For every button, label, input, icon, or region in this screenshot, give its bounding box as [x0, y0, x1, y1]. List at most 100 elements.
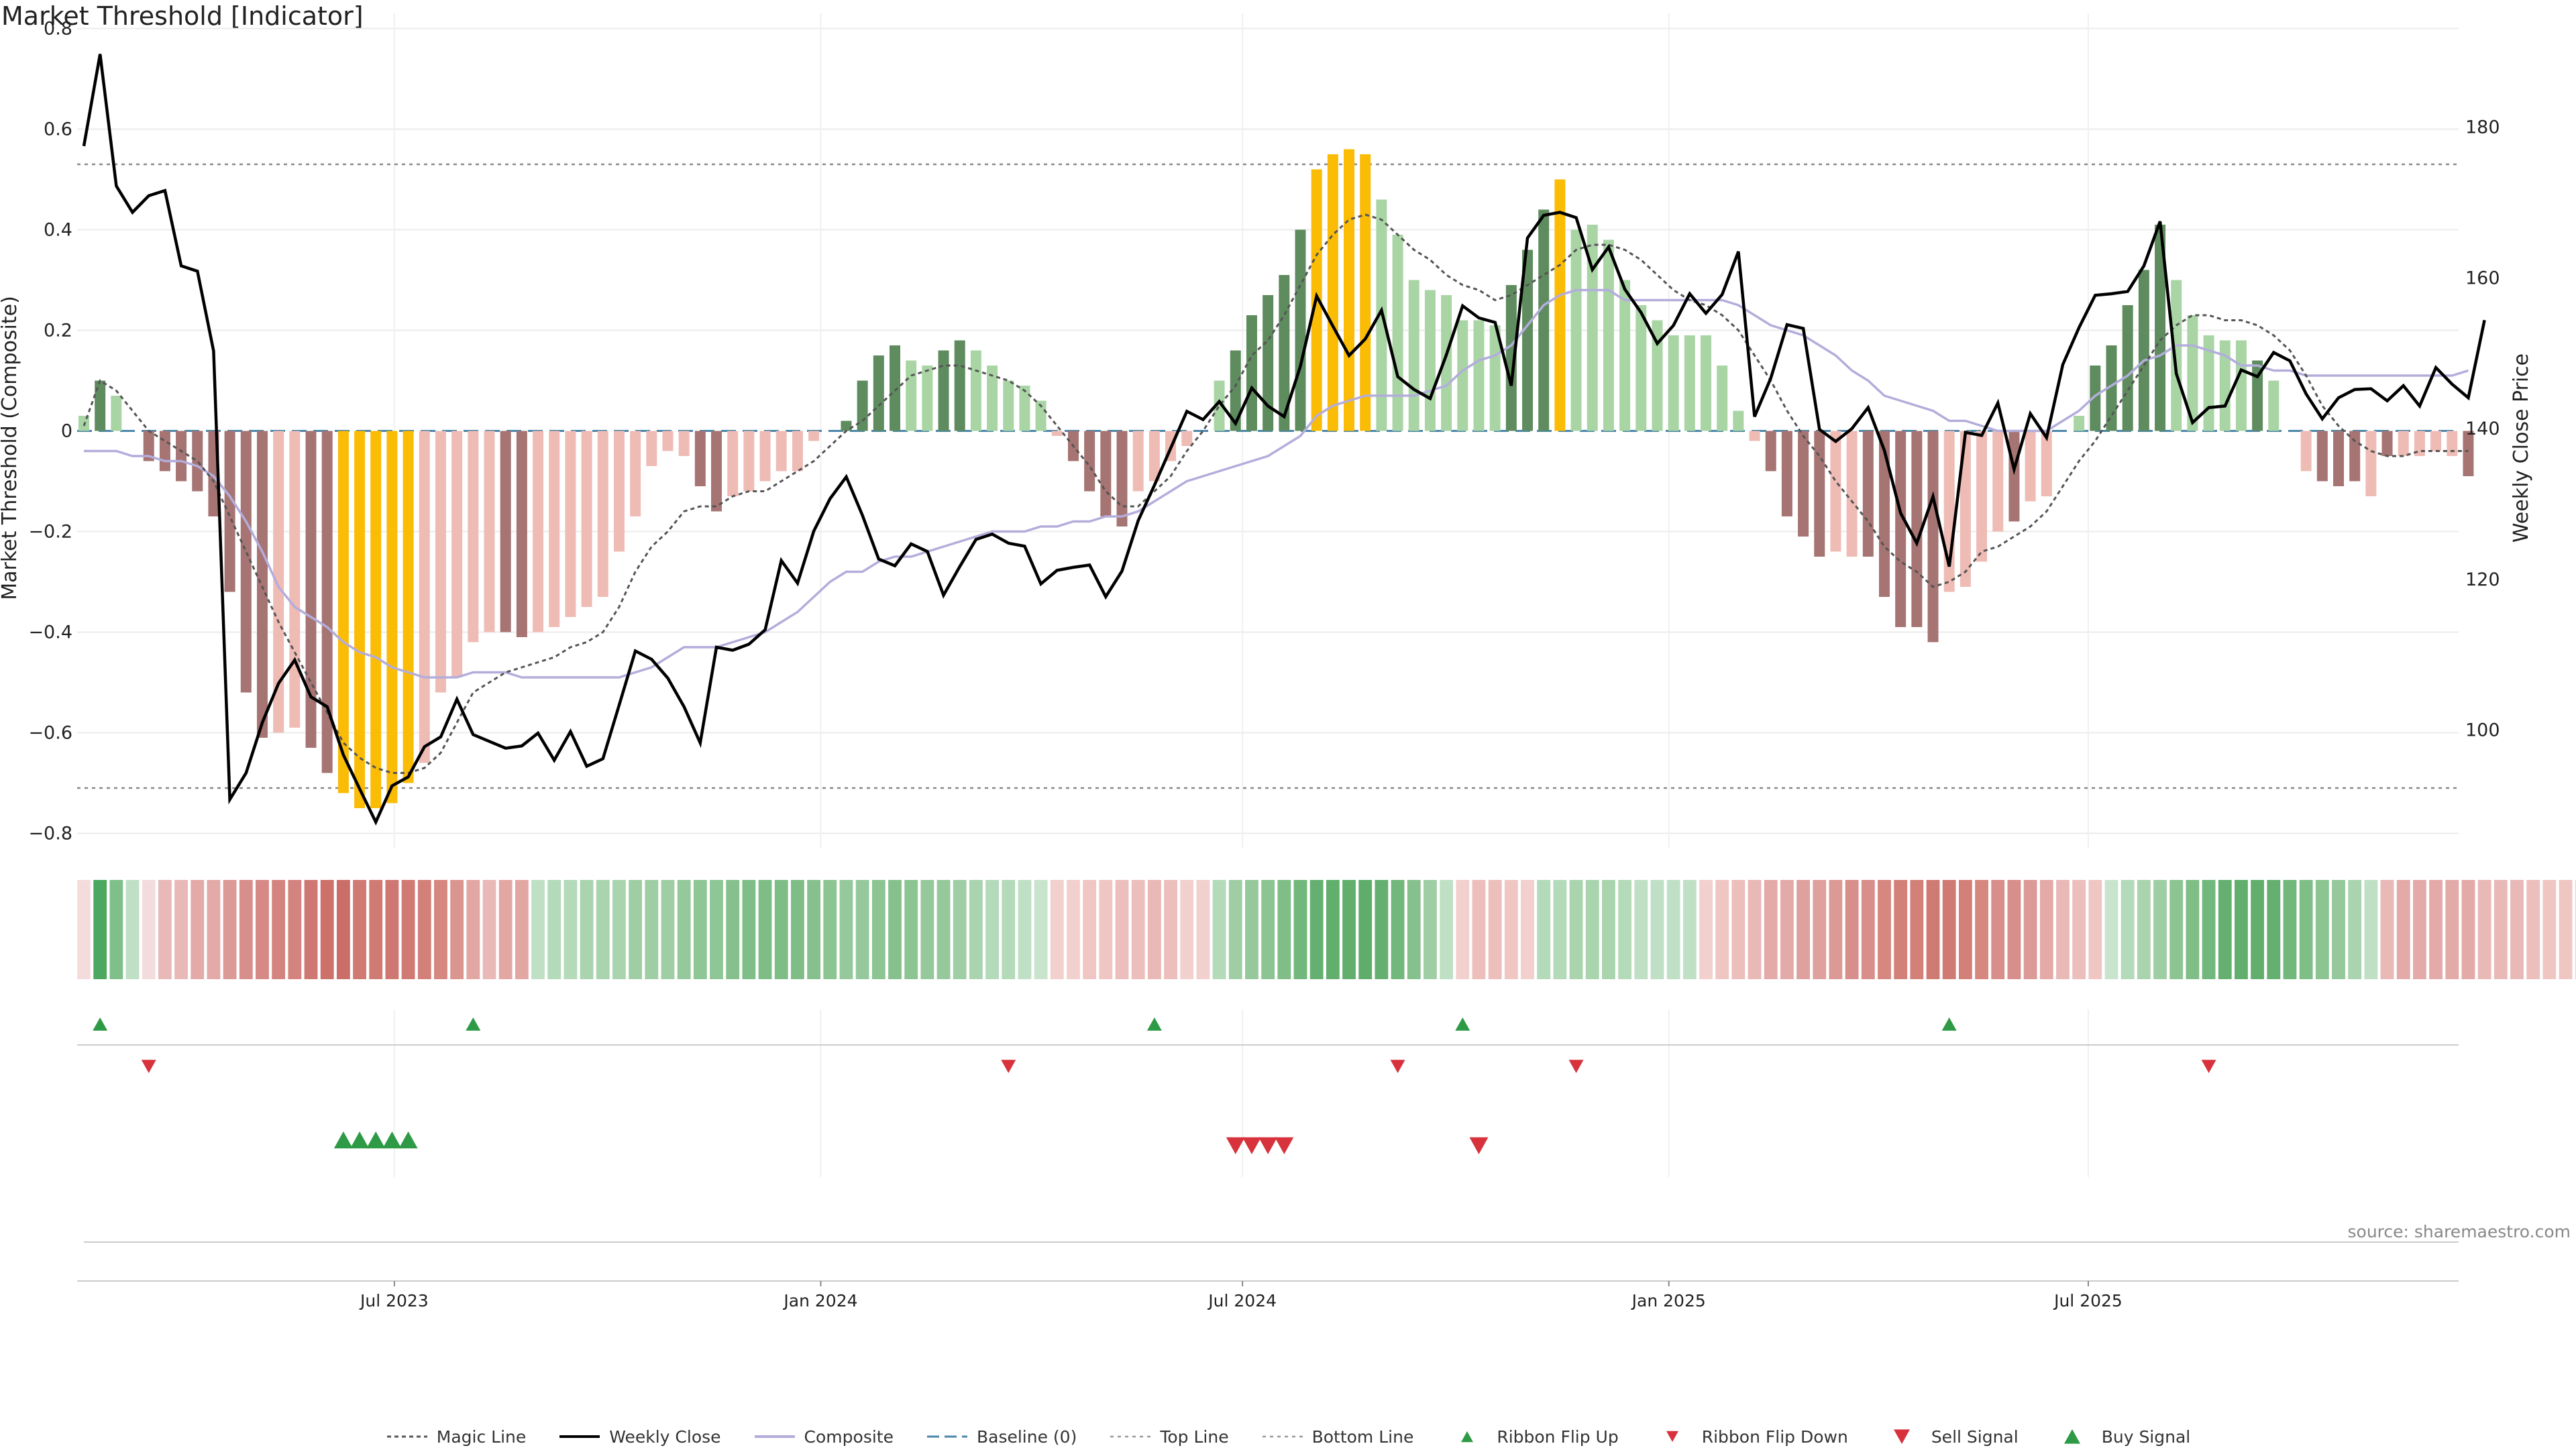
ribbon-cell	[1440, 880, 1454, 979]
ribbon-cell	[774, 880, 788, 979]
ribbon-cell	[1991, 880, 2005, 979]
ribbon-cell	[1277, 880, 1291, 979]
composite-bar	[1976, 431, 1988, 562]
composite-bar	[484, 431, 495, 632]
composite-bar	[402, 431, 414, 783]
ribbon-cell	[320, 880, 334, 979]
ribbon-flip-up-marker	[1146, 1017, 1162, 1031]
composite-bar	[694, 431, 706, 486]
ribbon-strip	[77, 880, 2576, 979]
legend-label: Weekly Close	[609, 1427, 721, 1447]
ribbon-cell	[1715, 880, 1729, 979]
composite-bar	[176, 431, 187, 482]
y-tick-label-left: 0.8	[44, 19, 72, 40]
y-tick-label-left: −0.8	[28, 824, 72, 844]
ribbon-cell	[1050, 880, 1064, 979]
weekly-close-line	[82, 54, 2486, 826]
composite-bar	[240, 431, 252, 693]
composite-bar	[2268, 380, 2279, 431]
ribbon-cell	[2283, 880, 2297, 979]
composite-bar	[1392, 235, 1403, 431]
ribbon-cell	[256, 880, 269, 979]
composite-bar	[1148, 431, 1160, 482]
ribbon-cell	[1391, 880, 1405, 979]
ribbon-cell	[1293, 880, 1307, 979]
axes: 0.8 0.6 0.4 0.2 0 −0.2 −0.4 −0.6 −0.8 180 160 140 12…	[0, 19, 2533, 844]
legend-glyph-icon	[559, 1435, 600, 1438]
ribbon-cell	[1553, 880, 1567, 979]
ribbon-cell	[1861, 880, 1875, 979]
ribbon-cell	[1261, 880, 1275, 979]
ribbon-cell	[807, 880, 821, 979]
composite-bar	[1652, 320, 1663, 431]
composite-bar	[954, 340, 965, 431]
ribbon-flip-down-marker	[2201, 1060, 2216, 1073]
ribbon-cell	[2396, 880, 2410, 979]
ribbon-cell	[401, 880, 415, 979]
composite-bar	[1992, 431, 2004, 532]
composite-bar	[451, 431, 463, 677]
legend-glyph-icon	[754, 1435, 795, 1438]
ribbon-cell	[1131, 880, 1145, 979]
ribbon-cell	[2137, 880, 2151, 979]
composite-bar	[1360, 154, 1371, 431]
ribbon-cell	[2332, 880, 2345, 979]
composite-bar	[224, 431, 235, 592]
composite-bar	[1246, 315, 1257, 431]
x-tick-label: Jan 2025	[1631, 1291, 1706, 1310]
legend-item: Bottom Line	[1261, 1423, 1413, 1450]
composite-bar	[1765, 431, 1776, 471]
y-axis-label-left: Market Threshold (Composite)	[0, 296, 21, 600]
ribbon-cell	[1504, 880, 1518, 979]
composite-bar	[906, 360, 917, 431]
composite-bar	[1505, 285, 1517, 431]
ribbon-cell	[1942, 880, 1956, 979]
ribbon-cell	[1424, 880, 1437, 979]
composite-bar	[792, 431, 803, 471]
ribbon-cell	[645, 880, 659, 979]
ribbon-cell	[109, 880, 123, 979]
composite-bar	[597, 431, 608, 597]
bottom-panel	[77, 1241, 2459, 1282]
ribbon-cell	[2088, 880, 2102, 979]
ribbon-cell	[531, 880, 545, 979]
ribbon-cell	[466, 880, 480, 979]
composite-bar	[2155, 225, 2166, 431]
composite-bar	[2430, 431, 2442, 451]
composite-bar	[1100, 431, 1112, 516]
ribbon-cell	[207, 880, 221, 979]
ribbon-cell	[142, 880, 156, 979]
ribbon-flip-up-marker	[1455, 1017, 1470, 1031]
composite-bar	[159, 431, 170, 471]
ribbon-cell	[1002, 880, 1016, 979]
composite-bar	[2106, 345, 2117, 431]
ribbon-cell	[936, 880, 951, 979]
composite-bar	[1878, 431, 1890, 597]
composite-bar	[1003, 380, 1014, 431]
ribbon-cell	[1164, 880, 1177, 979]
composite-bar	[1668, 335, 1679, 431]
ribbon-cell	[385, 880, 399, 979]
ribbon-cell	[2153, 880, 2167, 979]
ribbon-cell	[2072, 880, 2086, 979]
ribbon-flip-down-marker	[1390, 1060, 1405, 1073]
ribbon-cell	[2461, 880, 2475, 979]
y-tick-label-left: −0.2	[28, 522, 72, 543]
buy-signal-marker	[398, 1131, 418, 1149]
ribbon-cell	[580, 880, 594, 979]
ribbon-cell	[223, 880, 237, 979]
composite-bar	[2219, 340, 2231, 431]
ribbon-cell	[2380, 880, 2394, 979]
ribbon-cell	[272, 880, 286, 979]
composite-bar	[1701, 335, 1711, 431]
ribbon-flip-up-marker	[1941, 1017, 1957, 1031]
ribbon-cell	[1245, 880, 1258, 979]
ribbon-cell	[2315, 880, 2329, 979]
composite-bar	[2463, 431, 2474, 476]
composite-bars	[78, 149, 2474, 808]
ribbon-cell	[758, 880, 772, 979]
ribbon-cell	[158, 880, 172, 979]
buy-signal-marker	[366, 1131, 386, 1149]
composite-bar	[2171, 280, 2182, 431]
x-axis-ticks: Jul 2023 Jan 2024 Jul 2024 Jan 2025 Jul 2025	[359, 1281, 2123, 1310]
